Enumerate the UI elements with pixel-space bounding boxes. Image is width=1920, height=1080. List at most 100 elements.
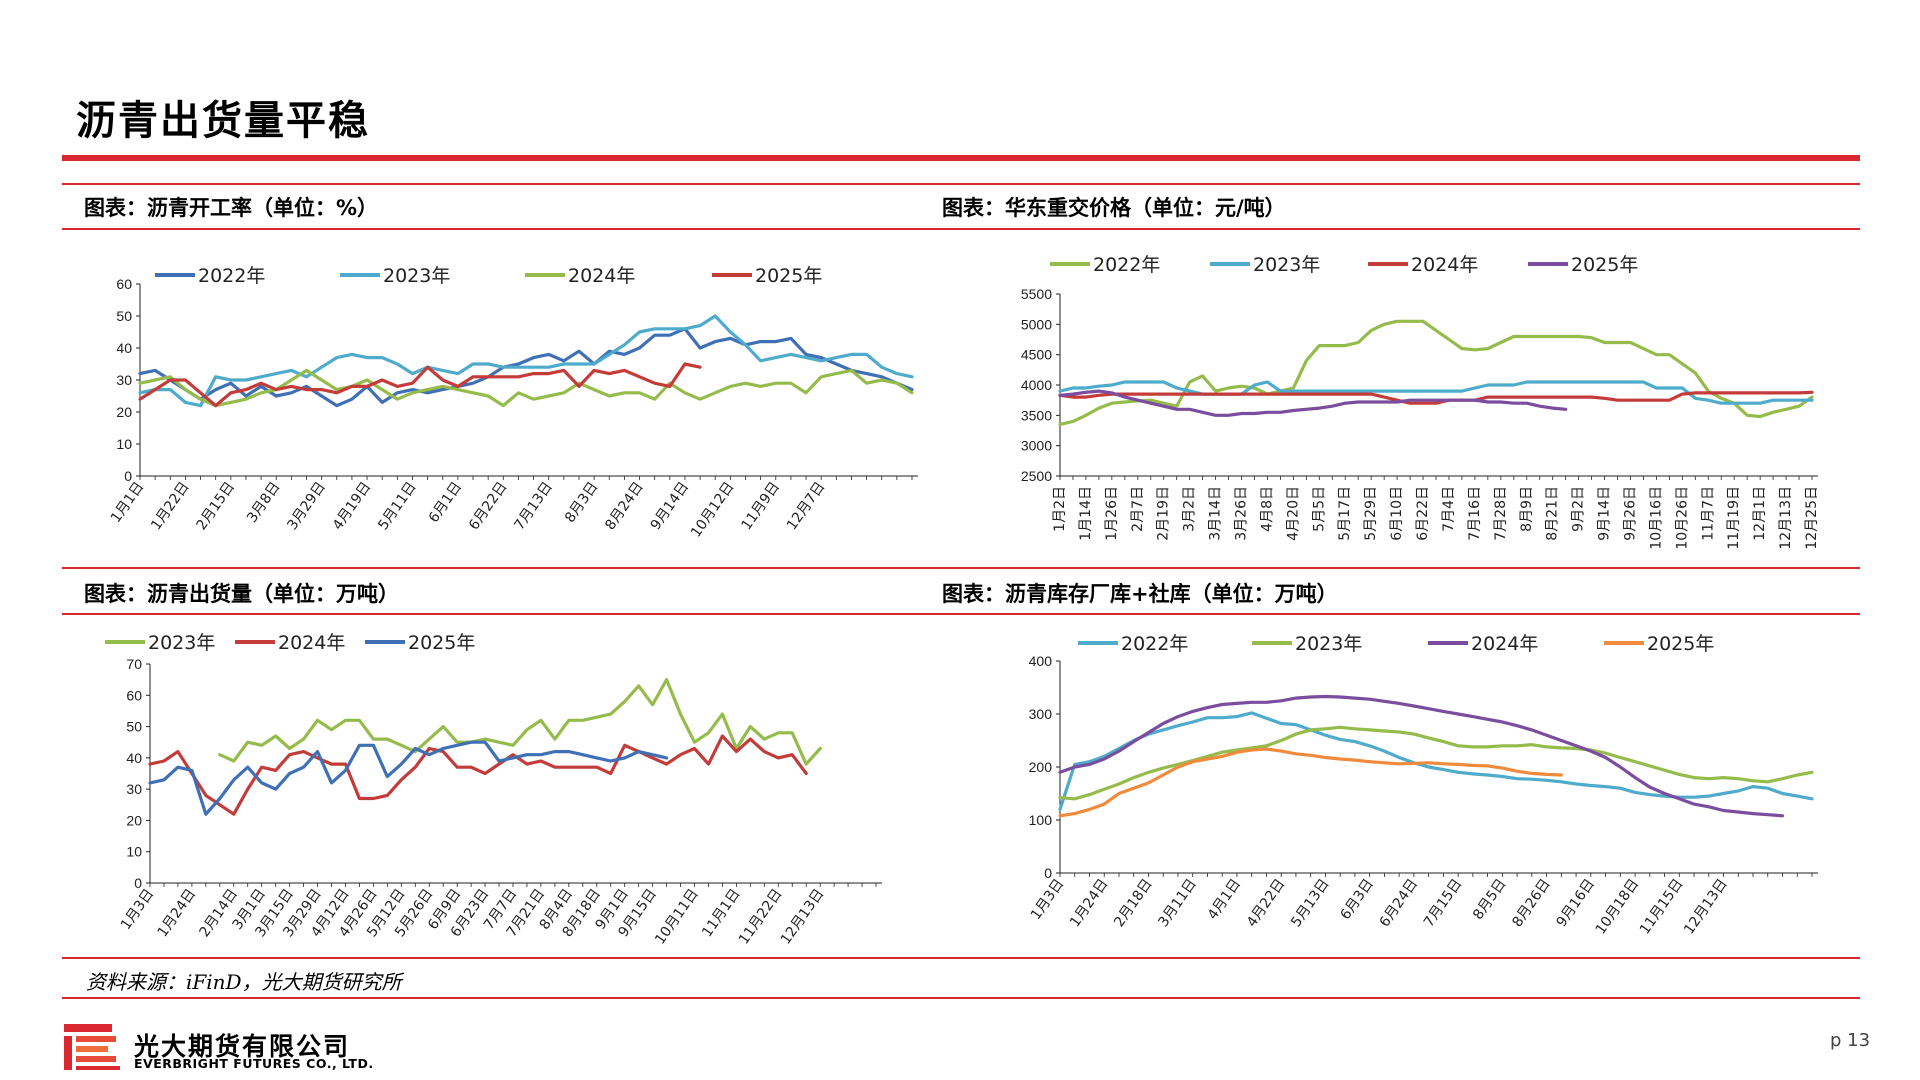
- y-tick-label: 60: [126, 687, 142, 703]
- x-tick-label: 1月3日: [1028, 876, 1067, 923]
- x-tick-label: 6月24日: [1377, 876, 1422, 930]
- x-tick-label: 9月26日: [1622, 486, 1638, 541]
- title-divider: [62, 155, 1860, 161]
- series-line-2025年: [148, 740, 669, 816]
- y-tick-label: 50: [116, 308, 132, 324]
- legend-label: 2025年: [755, 265, 822, 287]
- series-line-2024年: [1058, 694, 1785, 818]
- legend-label: 2023年: [383, 265, 450, 287]
- x-tick-label: 10月16日: [1648, 486, 1664, 550]
- x-tick-label: 9月16日: [1554, 876, 1599, 930]
- chart-title-operating-rate: 图表：沥青开工率（单位：%）: [84, 196, 379, 220]
- x-tick-label: 3月14日: [1208, 486, 1224, 541]
- y-tick-label: 400: [1029, 653, 1053, 669]
- x-tick-label: 4月22日: [1244, 876, 1289, 930]
- series-line-2025年: [138, 362, 702, 408]
- x-tick-label: 7月28日: [1493, 486, 1509, 541]
- section-rule-top: [62, 183, 1860, 185]
- legend-label: 2022年: [1121, 633, 1188, 655]
- series-line-2022年: [1058, 711, 1814, 811]
- y-tick-label: 0: [1044, 865, 1052, 881]
- y-tick-label: 30: [126, 781, 142, 797]
- y-tick-label: 20: [126, 812, 142, 828]
- x-tick-label: 7月15日: [1421, 876, 1466, 930]
- series-line-2024年: [148, 734, 808, 816]
- x-tick-label: 11月15日: [1637, 876, 1687, 937]
- legend-label: 2023年: [1295, 633, 1362, 655]
- x-tick-label: 2月7日: [1130, 486, 1146, 532]
- section-rule-bottom2: [62, 997, 1860, 999]
- x-tick-label: 4月8日: [1259, 486, 1275, 532]
- company-name-en: EVERBRIGHT FUTURES CO., LTD.: [134, 1056, 374, 1071]
- x-tick-label: 6月22日: [1415, 486, 1431, 541]
- x-tick-label: 3月11日: [1155, 876, 1200, 930]
- y-tick-label: 40: [116, 340, 132, 356]
- y-tick-label: 4500: [1021, 347, 1052, 363]
- x-tick-label: 12月1日: [1752, 486, 1768, 541]
- y-tick-label: 60: [116, 276, 132, 292]
- y-tick-label: 10: [116, 436, 132, 452]
- x-tick-label: 7月4日: [1441, 486, 1457, 532]
- section-rule-header1: [62, 228, 1860, 230]
- x-tick-label: 12月13日: [1681, 876, 1731, 937]
- chart-title-inventory: 图表：沥青库存厂库+社库（单位：万吨）: [942, 582, 1338, 606]
- page-title: 沥青出货量平稳: [76, 97, 370, 144]
- legend-label: 2024年: [568, 265, 635, 287]
- y-tick-label: 0: [134, 875, 142, 891]
- x-tick-label: 2月19日: [1156, 486, 1172, 541]
- y-tick-label: 50: [126, 719, 142, 735]
- y-tick-label: 10: [126, 844, 142, 860]
- y-tick-label: 2500: [1021, 468, 1052, 484]
- x-tick-label: 1月2日: [1052, 486, 1068, 532]
- page-number: p 13: [1830, 1030, 1871, 1051]
- series-line-2025年: [1058, 389, 1568, 417]
- series-line-2023年: [1058, 380, 1814, 405]
- x-tick-label: 1月14日: [1078, 486, 1094, 541]
- x-tick-label: 5月5日: [1311, 486, 1327, 532]
- legend-label: 2024年: [1411, 254, 1478, 276]
- series-line-2023年: [138, 314, 914, 408]
- legend-label: 2025年: [1647, 633, 1714, 655]
- y-tick-label: 40: [126, 750, 142, 766]
- y-tick-label: 4000: [1021, 377, 1052, 393]
- chart-title-east-china-price: 图表：华东重交价格（单位：元/吨）: [942, 196, 1286, 220]
- legend-label: 2022年: [198, 265, 265, 287]
- series-line-2023年: [218, 678, 822, 766]
- x-tick-label: 1月24日: [1067, 876, 1112, 930]
- legend-label: 2024年: [1471, 633, 1538, 655]
- section-rule-mid: [62, 567, 1860, 569]
- legend-label: 2025年: [1571, 254, 1638, 276]
- x-tick-label: 11月7日: [1700, 486, 1716, 541]
- y-tick-label: 100: [1029, 812, 1053, 828]
- y-tick-label: 5500: [1021, 286, 1052, 302]
- company-name-cn: 光大期货有限公司: [134, 1032, 351, 1061]
- x-tick-label: 3月26日: [1234, 486, 1250, 541]
- series-line-2023年: [1058, 725, 1814, 801]
- series-line-2024年: [1058, 390, 1814, 405]
- y-tick-label: 70: [126, 656, 142, 672]
- legend-label: 2023年: [148, 632, 215, 654]
- x-tick-label: 3月2日: [1182, 486, 1198, 532]
- y-tick-label: 300: [1029, 706, 1053, 722]
- x-tick-label: 9月14日: [1597, 486, 1613, 541]
- x-tick-label: 8月9日: [1519, 486, 1535, 532]
- x-tick-label: 10月18日: [1593, 876, 1643, 937]
- y-tick-label: 30: [116, 372, 132, 388]
- series-line-2024年: [138, 368, 914, 408]
- chart-title-shipments: 图表：沥青出货量（单位：万吨）: [84, 582, 399, 606]
- x-tick-label: 6月10日: [1389, 486, 1405, 541]
- y-tick-label: 20: [116, 404, 132, 420]
- x-tick-label: 5月17日: [1337, 486, 1353, 541]
- x-tick-label: 11月19日: [1726, 486, 1742, 550]
- source-note: 资料来源：iFinD，光大期货研究所: [86, 970, 402, 994]
- legend-label: 2024年: [278, 632, 345, 654]
- x-tick-label: 12月25日: [1804, 486, 1820, 550]
- x-tick-label: 5月29日: [1363, 486, 1379, 541]
- x-tick-label: 7月16日: [1467, 486, 1483, 541]
- x-tick-label: 2月18日: [1111, 876, 1156, 930]
- x-tick-label: 10月26日: [1674, 486, 1690, 550]
- x-tick-label: 5月13日: [1288, 876, 1333, 930]
